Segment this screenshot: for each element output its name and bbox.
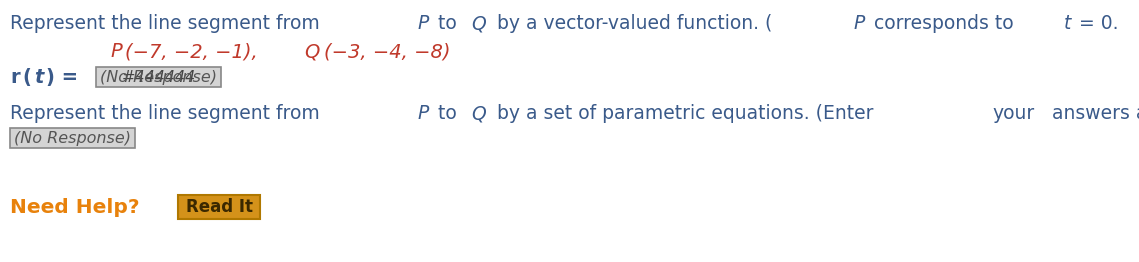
Text: by a set of parametric equations. (Enter: by a set of parametric equations. (Enter [491,104,879,123]
Text: r: r [10,68,19,87]
Text: (−7, −2, −1),: (−7, −2, −1), [125,42,264,61]
Text: Represent the line segment from: Represent the line segment from [10,14,326,33]
Text: (No Response): (No Response) [14,131,131,146]
Text: Q: Q [304,42,320,61]
Text: ) =: ) = [46,68,84,87]
Text: (No Response): (No Response) [100,70,218,85]
Text: Q: Q [472,14,486,33]
Text: Read It: Read It [186,199,253,216]
FancyBboxPatch shape [10,128,136,148]
Text: to: to [432,104,462,123]
Text: corresponds to: corresponds to [868,14,1019,33]
Text: Q: Q [472,104,486,123]
Text: P: P [110,42,122,61]
Text: your: your [992,104,1034,123]
Text: P: P [417,104,428,123]
FancyBboxPatch shape [96,67,221,87]
Text: Represent the line segment from: Represent the line segment from [10,104,326,123]
FancyBboxPatch shape [178,195,260,219]
Text: (−3, −4, −8): (−3, −4, −8) [325,42,451,61]
Text: by a vector-valued function. (: by a vector-valued function. ( [491,14,772,33]
Text: #444444: #444444 [122,70,196,85]
Text: answers as a comma-separated list of equations.): answers as a comma-separated list of equ… [1047,104,1139,123]
Text: t: t [1064,14,1072,33]
Text: = 0.: = 0. [1073,14,1125,33]
Text: Need Help?: Need Help? [10,198,139,217]
Text: P: P [417,14,428,33]
Text: to: to [432,14,462,33]
Text: P: P [854,14,865,33]
Text: (: ( [23,68,31,87]
Text: t: t [34,68,43,87]
